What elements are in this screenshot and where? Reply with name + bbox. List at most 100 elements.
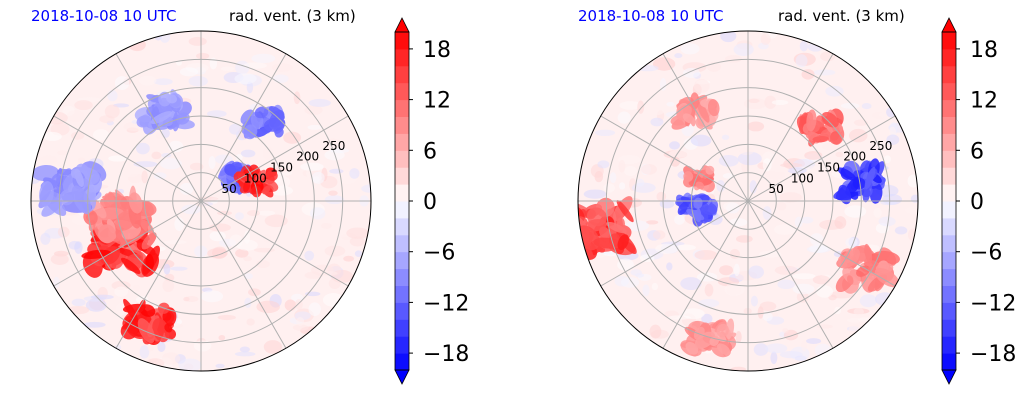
field-blob [708, 328, 727, 343]
speckle [845, 237, 858, 248]
speckle [179, 182, 194, 195]
speckle [361, 184, 371, 193]
speckle [668, 150, 688, 158]
field-blob [864, 243, 873, 264]
plot-border [30, 30, 372, 372]
azimuth-spoke [53, 200, 202, 287]
speckle [324, 245, 346, 257]
field-blob [802, 123, 810, 134]
speckle [160, 158, 182, 170]
speckle [243, 256, 252, 262]
speckle [107, 90, 118, 102]
field-blob [120, 322, 138, 340]
field-blob [616, 200, 634, 223]
speckle [308, 302, 321, 317]
speckle [208, 156, 216, 169]
speckle [71, 298, 86, 307]
field-blob [152, 318, 170, 343]
colorbar-segment [942, 251, 956, 270]
speckle [240, 149, 256, 158]
speckle [801, 339, 808, 352]
speckle [90, 294, 114, 300]
colorbar-segment [395, 285, 409, 303]
panel-1-variable-title: rad. vent. (3 km) [229, 7, 356, 25]
speckle [170, 266, 188, 271]
colorbar-segment [395, 32, 409, 50]
speckle [816, 285, 834, 298]
speckle [669, 141, 680, 150]
speckle [310, 207, 326, 220]
range-ring-label: 200 [843, 150, 866, 164]
range-ring-label: 250 [322, 139, 345, 153]
speckle [209, 223, 231, 232]
azimuth-spoke [200, 200, 287, 349]
speckle [307, 124, 322, 130]
speckle [718, 154, 739, 167]
speckle [651, 282, 659, 291]
field-blob [693, 326, 705, 340]
speckle [292, 324, 309, 331]
azimuth-spoke [662, 53, 749, 202]
speckle [326, 138, 341, 148]
speckle [174, 217, 185, 231]
field-blob [164, 323, 173, 333]
speckle [188, 36, 207, 46]
speckle [147, 345, 154, 352]
speckle [153, 78, 173, 86]
speckle [739, 147, 754, 156]
speckle [617, 111, 631, 124]
field-blob [695, 181, 705, 190]
field-blob [693, 197, 703, 209]
colorbar-segment [942, 133, 956, 151]
range-ring-label: 200 [296, 150, 319, 164]
colorbar-tick-label: 0 [423, 190, 437, 215]
speckle [853, 307, 864, 316]
colorbar-tick-label: 6 [970, 139, 984, 164]
speckle [164, 239, 187, 245]
speckle [597, 160, 610, 169]
speckle [218, 335, 226, 341]
speckle [735, 331, 742, 343]
field-blob [838, 184, 852, 205]
range-ring-label: 250 [869, 139, 892, 153]
speckle [183, 296, 190, 302]
speckle [618, 159, 626, 173]
speckle [311, 171, 325, 184]
colorbar-segment [942, 32, 956, 50]
speckle [737, 151, 762, 166]
field-blob [263, 117, 286, 132]
speckle [200, 290, 224, 303]
field-blob [682, 113, 695, 124]
colorbar-segment [942, 150, 956, 168]
speckle [770, 351, 778, 365]
azimuth-spoke [200, 200, 349, 287]
speckle [769, 167, 790, 173]
field-blob [71, 185, 92, 215]
field-blob [617, 234, 629, 251]
speckle [163, 263, 171, 275]
speckle [652, 230, 666, 240]
speckle [873, 207, 882, 218]
colorbar-segment [942, 82, 956, 101]
speckle [115, 302, 128, 316]
speckle [215, 363, 225, 369]
field-blob [146, 94, 163, 103]
speckle [666, 262, 673, 271]
speckle [300, 162, 324, 171]
speckle [682, 308, 705, 320]
speckle [617, 258, 634, 271]
field-blob [50, 173, 61, 188]
speckle [680, 43, 700, 55]
colorbar-segment [942, 234, 956, 253]
speckle [619, 101, 643, 110]
field-blob [593, 237, 622, 249]
azimuth-spoke [747, 115, 896, 202]
field-blob [821, 112, 839, 128]
colorbar-segment [395, 234, 409, 253]
speckle [181, 204, 201, 215]
speckle [343, 255, 355, 262]
speckle [322, 293, 344, 307]
speckle [296, 317, 305, 327]
speckle [680, 277, 702, 291]
